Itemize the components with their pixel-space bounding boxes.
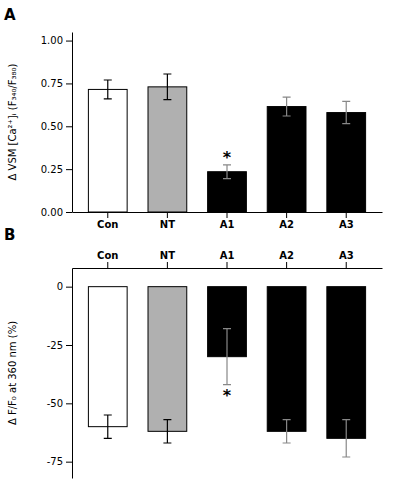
x-tick-label: A2 (279, 219, 294, 230)
y-tick-mark (66, 83, 72, 84)
x-tick: A2 (279, 250, 294, 268)
y-tick-mark (66, 462, 72, 463)
panel: 0.00 0.25 0.50 0.75 1.00 Con NT A1 A2 A3 Δ VSM [Ca… (4, 6, 383, 230)
x-tick-mark (227, 262, 228, 268)
y-tick: -50 (47, 398, 72, 409)
x-tick: NT (160, 250, 175, 268)
x-tick-label: Con (97, 219, 118, 230)
x-tick-label: A1 (220, 250, 235, 261)
y-tick-mark (66, 212, 72, 213)
panel-label: B (4, 226, 15, 244)
y-tick: 0 (57, 281, 72, 292)
x-tick-label: A1 (220, 219, 235, 230)
x-tick-mark (167, 262, 168, 268)
x-tick-label: A3 (339, 250, 354, 261)
figure: 0.00 0.25 0.50 0.75 1.00 Con NT A1 A2 A3 Δ VSM [Ca… (0, 0, 393, 500)
y-tick-label: 0 (57, 281, 63, 292)
y-tick-label: -25 (47, 340, 63, 351)
x-tick: Con (97, 250, 118, 268)
x-axis: Con NT A1 A2 A3 (73, 212, 383, 230)
plot-area (88, 74, 365, 212)
error-bar (163, 420, 171, 443)
annotation: * (223, 148, 232, 167)
panel: -75 -50 -25 0 Con NT A1 A2 A3 Δ F/F₀ at 360 nm (%… (4, 226, 383, 479)
y-tick: 0.75 (41, 78, 72, 89)
y-axis-title: Δ VSM [Ca²⁺]ᵢ (F₃₄₀/F₃₈₀) (7, 63, 18, 180)
y-tick: 0.50 (41, 121, 72, 132)
y-tick-label: -50 (47, 398, 63, 409)
y-axis: -75 -50 -25 0 (47, 269, 73, 479)
y-tick: 0.25 (41, 164, 72, 175)
x-tick: A3 (339, 250, 354, 268)
y-tick-label: 0.00 (41, 207, 63, 218)
bar (327, 113, 366, 212)
error-bar (283, 97, 291, 116)
y-tick-mark (66, 287, 72, 288)
error-bar (223, 329, 231, 385)
x-axis-line (73, 268, 383, 269)
y-axis-line (72, 33, 73, 213)
error-bar (342, 420, 350, 457)
x-tick-mark (227, 212, 228, 218)
y-tick-mark (66, 345, 72, 346)
bar (327, 287, 366, 439)
y-tick: -75 (47, 456, 72, 467)
x-tick-label: A2 (279, 250, 294, 261)
bar (148, 87, 187, 212)
bar (88, 287, 127, 427)
x-tick-label: Con (97, 250, 118, 261)
y-tick: 1.00 (41, 35, 72, 46)
y-axis: 0.00 0.25 0.50 0.75 1.00 (41, 33, 73, 218)
y-tick-label: -75 (47, 456, 63, 467)
x-tick-mark (167, 212, 168, 218)
bar (267, 287, 306, 432)
annotation: * (223, 386, 232, 405)
error-bar (163, 74, 171, 100)
y-tick-mark (66, 169, 72, 170)
error-bar (283, 420, 291, 443)
x-tick-label: NT (160, 250, 175, 261)
x-tick-label: NT (160, 219, 175, 230)
bar (148, 287, 187, 432)
x-tick-mark (107, 212, 108, 218)
x-tick: A2 (279, 212, 294, 230)
x-axis: Con NT A1 A2 A3 (73, 250, 383, 269)
y-axis-line (72, 269, 73, 479)
x-tick-mark (346, 212, 347, 218)
x-tick: NT (160, 212, 175, 230)
error-bar (104, 415, 112, 438)
y-tick-mark (66, 41, 72, 42)
x-tick-mark (286, 212, 287, 218)
y-tick-label: 0.75 (41, 78, 63, 89)
bar (267, 107, 306, 212)
y-axis-title: Δ F/F₀ at 360 nm (%) (7, 321, 18, 425)
x-tick-mark (346, 262, 347, 268)
x-tick-mark (286, 262, 287, 268)
y-tick: 0.00 (41, 207, 72, 218)
y-tick-mark (66, 403, 72, 404)
error-bar (342, 101, 350, 123)
x-tick: A3 (339, 212, 354, 230)
bar (88, 89, 127, 212)
panel-label: A (4, 6, 16, 24)
x-tick-mark (107, 262, 108, 268)
y-tick-label: 0.50 (41, 121, 63, 132)
x-tick: A1 (220, 212, 235, 230)
y-tick-label: 1.00 (41, 35, 63, 46)
plot-area (88, 287, 365, 457)
x-tick: Con (97, 212, 118, 230)
y-tick: -25 (47, 340, 72, 351)
error-bar (223, 165, 231, 179)
x-tick: A1 (220, 250, 235, 268)
error-bar (104, 80, 112, 99)
y-tick-mark (66, 126, 72, 127)
x-tick-label: A3 (339, 219, 354, 230)
chart-container: 0.00 0.25 0.50 0.75 1.00 Con NT A1 A2 A3 Δ VSM [Ca… (0, 0, 393, 500)
y-tick-label: 0.25 (41, 164, 63, 175)
